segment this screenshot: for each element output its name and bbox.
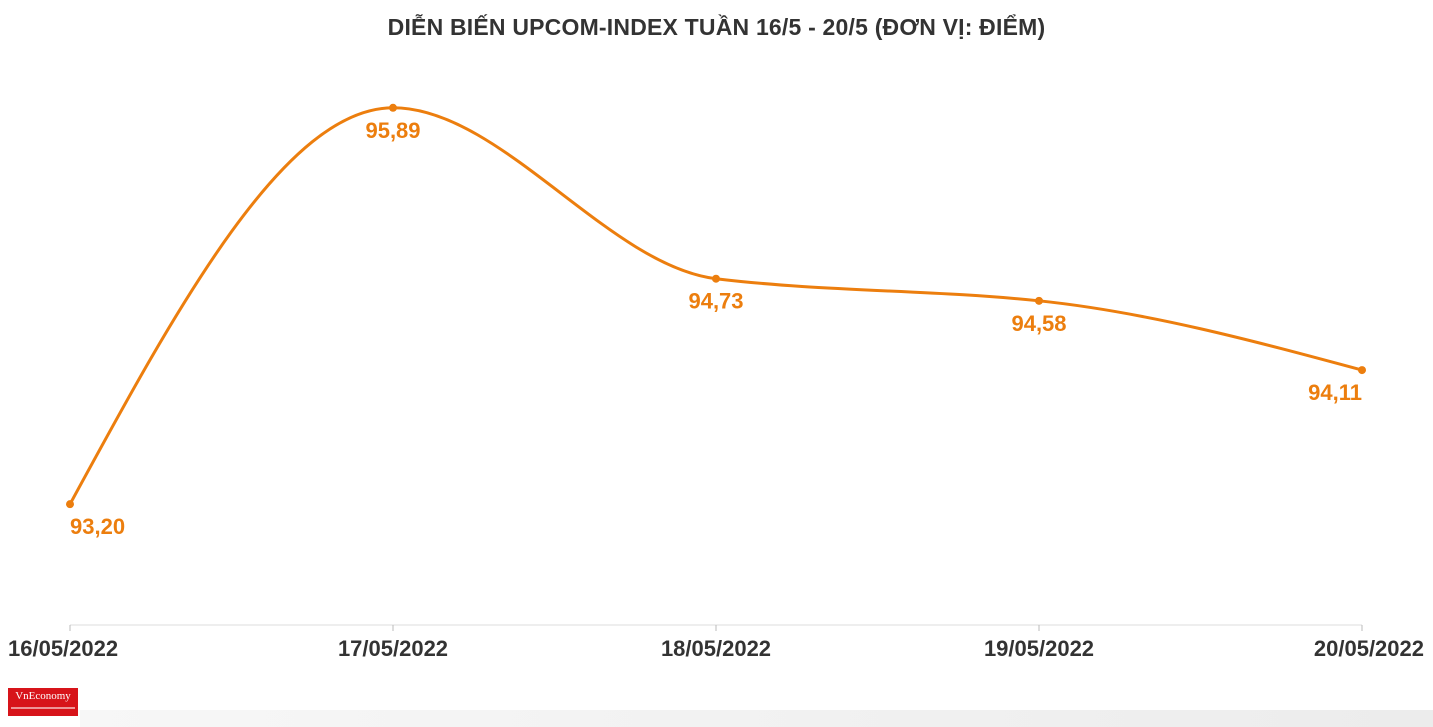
logo-tagline [11, 707, 75, 709]
x-tick-label-3: 19/05/2022 [984, 636, 1094, 661]
series-line-upcom-index [68, 106, 1364, 506]
data-label-3: 94,58 [1011, 311, 1066, 336]
x-tick-label-1: 17/05/2022 [338, 636, 448, 661]
x-axis-ticks [69, 625, 1363, 631]
data-labels: 93,20 95,89 94,73 94,58 94,11 [70, 118, 1362, 539]
data-points [66, 103, 1366, 509]
footer-bar [80, 710, 1433, 727]
vneconomy-logo: VnEconomy [8, 688, 78, 716]
chart-title: DIỄN BIẾN UPCOM-INDEX TUẦN 16/5 - 20/5 (… [387, 14, 1046, 40]
x-tick-labels: 16/05/2022 17/05/2022 18/05/2022 19/05/2022… [8, 636, 1424, 661]
logo-text: VnEconomy [15, 690, 71, 702]
data-point-2 [712, 274, 720, 283]
data-point-1 [389, 103, 397, 112]
data-label-0: 93,20 [70, 514, 125, 539]
x-tick-label-2: 18/05/2022 [661, 636, 771, 661]
data-label-1: 95,89 [365, 118, 420, 143]
x-tick-label-4: 20/05/2022 [1314, 636, 1424, 661]
data-point-4 [1358, 366, 1366, 375]
data-point-3 [1035, 296, 1043, 305]
x-tick-label-0: 16/05/2022 [8, 636, 118, 661]
data-point-0 [66, 500, 74, 509]
data-label-4: 94,11 [1308, 380, 1362, 405]
data-label-2: 94,73 [688, 289, 743, 314]
